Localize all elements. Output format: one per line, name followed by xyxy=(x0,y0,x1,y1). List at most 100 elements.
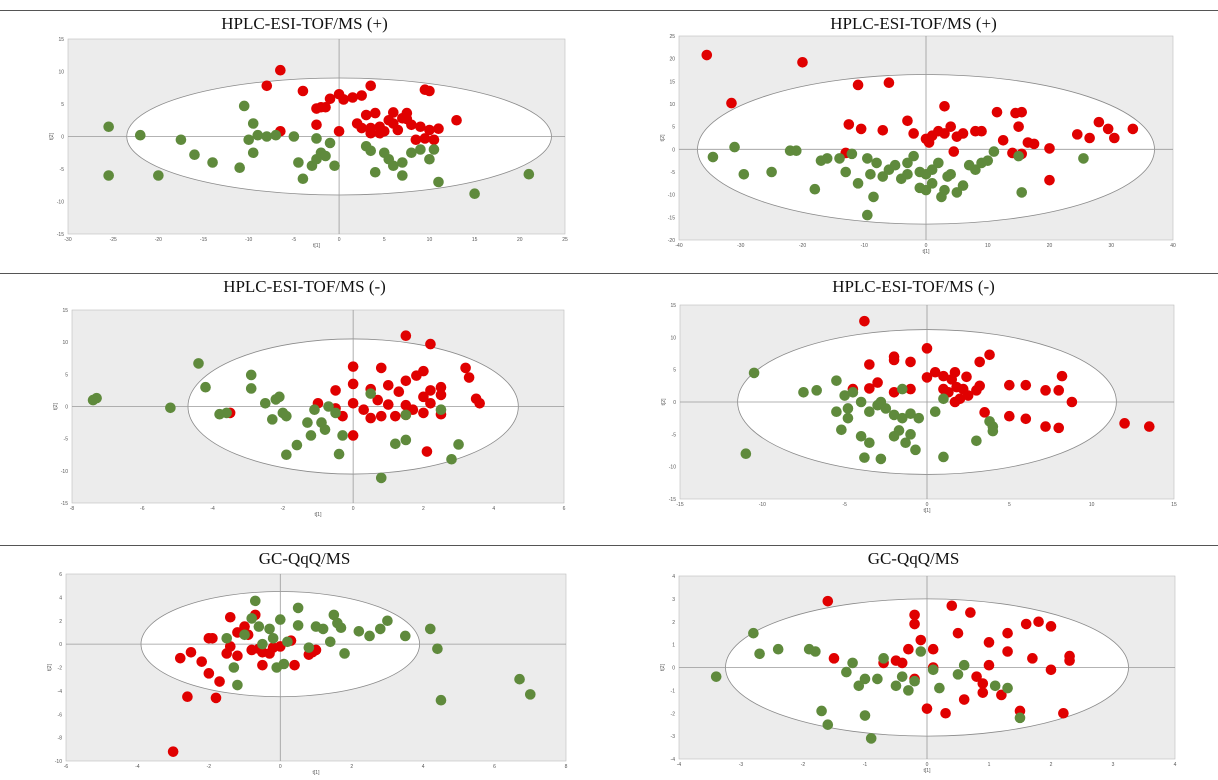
x-tick-label: 20 xyxy=(1047,243,1053,249)
data-point-green xyxy=(175,134,187,146)
data-point-red xyxy=(1144,421,1155,432)
data-point-red xyxy=(382,399,394,410)
data-point-red xyxy=(1020,618,1032,630)
data-point-red xyxy=(939,100,950,112)
data-point-red xyxy=(261,80,273,92)
x-tick-label: -3 xyxy=(739,762,744,768)
data-point-green xyxy=(729,141,740,153)
data-point-red xyxy=(421,446,433,457)
y-tick-label: -10 xyxy=(668,193,675,199)
data-point-green xyxy=(798,387,809,398)
data-point-green xyxy=(871,157,882,169)
data-point-green xyxy=(822,719,834,730)
x-axis-label: t[1] xyxy=(313,770,321,776)
data-point-green xyxy=(282,636,293,648)
x-tick-label: -10 xyxy=(861,243,868,249)
data-point-red xyxy=(324,93,336,105)
data-point-red xyxy=(203,668,215,679)
data-point-green xyxy=(710,671,722,682)
data-point-green xyxy=(842,412,854,424)
data-point-green xyxy=(435,404,447,416)
x-tick-label: 4 xyxy=(422,764,425,770)
separator-rule-middle-1 xyxy=(0,273,1218,274)
x-tick-label: -30 xyxy=(737,243,744,249)
data-point-red xyxy=(726,97,737,109)
data-point-green xyxy=(853,680,865,692)
data-point-green xyxy=(865,733,877,744)
chart-panel-5: GC-QqQ/MS -6 -4 -2 0 2 4 6 8 -10 -8 -6 -4 -2 0 2 4 6 t[1]… xyxy=(0,545,609,780)
x-tick-label: 0 xyxy=(926,762,929,768)
data-point-green xyxy=(87,394,99,406)
data-point-red xyxy=(185,647,197,658)
data-point-red xyxy=(320,101,331,113)
data-point-green xyxy=(915,646,927,657)
data-point-red xyxy=(977,678,989,689)
chart-panel-3: HPLC-ESI-TOF/MS (-) -8 -6 -4 -2 0 2 4 6 -15 -10 -5… xyxy=(0,273,609,544)
y-tick-label: 2 xyxy=(59,619,62,625)
data-point-red xyxy=(257,659,268,671)
data-point-red xyxy=(965,607,976,618)
data-point-green xyxy=(868,191,879,203)
data-point-green xyxy=(207,157,218,168)
data-point-green xyxy=(270,129,282,141)
data-point-green xyxy=(261,131,273,142)
data-point-red xyxy=(701,49,713,61)
data-point-green xyxy=(847,657,858,669)
data-point-green xyxy=(374,623,386,635)
data-point-green xyxy=(281,410,292,422)
data-point-red xyxy=(369,107,381,119)
data-point-green xyxy=(842,403,854,414)
data-point-green xyxy=(424,153,435,165)
data-point-red xyxy=(1040,421,1051,432)
scatter-plot: -30 -25 -20 -15 -10 -5 0 5 10 15 20 25 -15 -10 -5 0 5 10 1… xyxy=(49,37,568,249)
data-point-green xyxy=(893,425,905,436)
x-tick-label: 10 xyxy=(1089,502,1095,508)
data-point-green xyxy=(933,157,944,169)
data-point-green xyxy=(875,396,887,408)
data-point-red xyxy=(903,643,914,655)
data-point-green xyxy=(243,134,255,146)
data-point-green xyxy=(278,658,290,670)
data-point-red xyxy=(852,79,864,91)
data-point-red xyxy=(962,390,974,401)
data-point-red xyxy=(1119,418,1130,429)
data-point-red xyxy=(1127,123,1139,135)
data-point-red xyxy=(1053,422,1065,434)
data-point-red xyxy=(939,128,950,139)
data-point-green xyxy=(989,680,1001,692)
data-point-green xyxy=(811,385,822,396)
data-point-green xyxy=(987,421,999,432)
data-point-green xyxy=(939,184,950,196)
x-tick-label: -2 xyxy=(281,506,286,512)
data-point-red xyxy=(1027,653,1038,664)
data-point-green xyxy=(281,449,292,461)
data-point-red xyxy=(864,383,875,394)
data-point-red xyxy=(1033,616,1044,628)
data-point-green xyxy=(339,648,350,659)
data-point-red xyxy=(356,90,367,101)
data-point-green xyxy=(365,388,377,399)
y-tick-label: -20 xyxy=(668,238,675,244)
data-point-red xyxy=(425,385,436,396)
data-point-green xyxy=(900,437,911,449)
data-point-green xyxy=(134,129,146,141)
y-tick-label: 25 xyxy=(669,34,675,40)
data-point-red xyxy=(921,372,933,383)
data-point-green xyxy=(872,673,883,685)
data-point-green xyxy=(929,406,941,417)
data-point-red xyxy=(214,676,225,687)
data-point-red xyxy=(1016,106,1028,118)
data-point-red xyxy=(984,349,995,361)
data-point-green xyxy=(288,131,300,142)
data-point-green xyxy=(847,387,859,398)
y-tick-label: -5 xyxy=(672,432,677,438)
data-point-red xyxy=(474,397,485,409)
data-point-green xyxy=(839,390,850,401)
data-point-red xyxy=(347,430,359,441)
x-tick-label: 25 xyxy=(562,237,568,243)
data-point-green xyxy=(375,472,387,484)
data-point-red xyxy=(365,127,377,139)
data-point-green xyxy=(1016,187,1028,198)
y-tick-label: -10 xyxy=(57,200,64,206)
data-point-green xyxy=(910,444,921,456)
